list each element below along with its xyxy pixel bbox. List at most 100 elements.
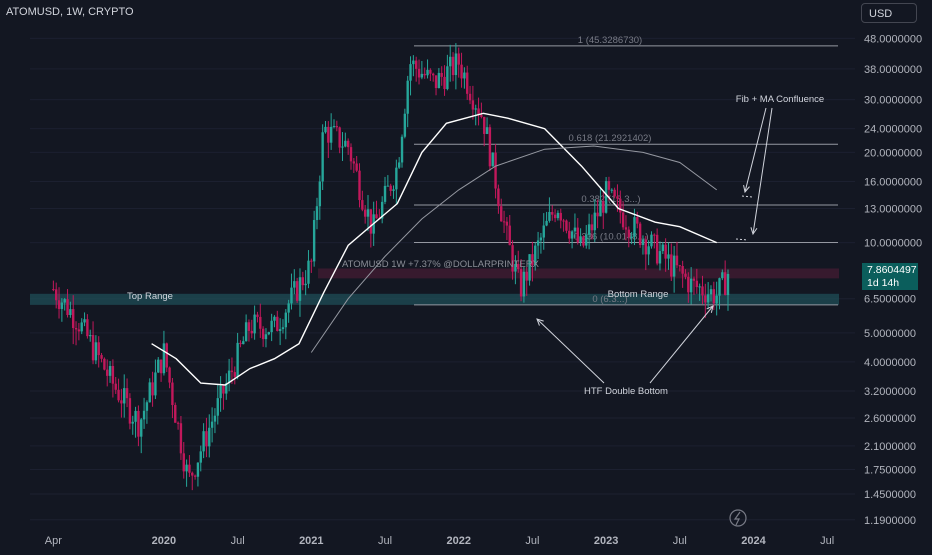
candle-body [375, 214, 378, 219]
candle-body [236, 342, 239, 377]
candle-body [619, 198, 622, 213]
candle-body [111, 366, 115, 384]
candle-body [570, 231, 574, 239]
candle-body [327, 126, 330, 143]
candle-body [638, 223, 642, 246]
candle-body [256, 314, 259, 317]
resistance-zone [318, 268, 839, 279]
candle-body [293, 281, 296, 288]
candle-body [704, 295, 707, 303]
candle-body [352, 161, 356, 164]
time-axis[interactable]: Apr 2020 Jul 2021 Jul 2022 Jul 2023 Jul 2024 Jul [45, 535, 834, 547]
x-tick-label: 2021 [299, 535, 323, 547]
annotations[interactable]: ATOMUSD 1W +7.37% @DOLLARPRINTERX Fib + M… [127, 94, 824, 397]
candle-body [369, 209, 373, 234]
candle-body [196, 462, 200, 477]
candle-body [106, 369, 109, 376]
range-zones [30, 268, 839, 305]
y-tick-label: 3.2000000 [864, 386, 916, 398]
candle-body [593, 212, 596, 231]
candle-body [585, 234, 588, 246]
candle-body [412, 60, 415, 65]
candle-body [698, 286, 701, 288]
candle-body [188, 464, 191, 473]
candle-body [449, 56, 452, 67]
candle-body [193, 475, 197, 477]
price-axis[interactable]: 48.0000000 38.0000000 30.0000000 24.0000000… [864, 33, 922, 526]
candle-body [315, 206, 319, 221]
candle-body [525, 271, 528, 281]
arrow-to-second-bottom [649, 305, 714, 384]
candle-body [426, 69, 429, 76]
candle-body [100, 355, 103, 359]
candle-body [539, 237, 543, 241]
candle-body [137, 410, 140, 437]
x-tick-label: 2022 [446, 535, 470, 547]
candle-body [94, 342, 98, 361]
replay-icon[interactable] [729, 509, 747, 527]
fast-moving-average [151, 112, 717, 386]
candle-body [72, 309, 75, 329]
candle-body [233, 372, 236, 377]
candle-body [687, 276, 690, 293]
candle-body [185, 464, 188, 472]
candle-body [414, 60, 418, 69]
arrow-to-slow-ma [744, 107, 767, 193]
candle-body [531, 254, 534, 266]
candle-body [701, 286, 704, 296]
y-tick-label: 24.0000000 [864, 124, 922, 136]
candle-body [174, 405, 177, 423]
candle-body [125, 388, 129, 399]
slow-moving-average [310, 145, 717, 353]
candle-body [103, 358, 106, 370]
candle-body [341, 146, 344, 148]
candle-body [480, 115, 483, 117]
candle-body [154, 372, 157, 396]
arrow-to-slow-ma-head [743, 185, 750, 194]
candle-body [142, 410, 146, 420]
candle-body [565, 220, 568, 231]
candle-body [534, 245, 537, 266]
candle-body [579, 236, 582, 243]
arrow-to-first-bottom [536, 318, 605, 384]
candle-body [57, 300, 61, 309]
candle-body [508, 225, 511, 246]
candle-body [301, 277, 305, 286]
candle-body [278, 329, 282, 332]
candle-body [253, 314, 256, 334]
candle-body [392, 189, 395, 191]
candle-body [168, 367, 171, 383]
candle-body [497, 188, 500, 207]
candle-body [89, 335, 92, 337]
candle-body [500, 206, 503, 222]
candle-body [604, 181, 608, 213]
candle-body [647, 246, 650, 255]
fib-level-label: 0.236 (10.0148...) [574, 231, 649, 242]
candle-body [386, 185, 390, 187]
candle-body [230, 370, 234, 373]
candle-body [641, 239, 645, 246]
candle-body [715, 295, 718, 304]
candle-body [460, 64, 463, 79]
candle-body [77, 329, 81, 332]
candle-body [692, 278, 696, 281]
candle-body [148, 382, 151, 403]
candle-body [259, 316, 262, 329]
candle-body [128, 398, 132, 424]
candle-body [202, 431, 205, 452]
candle-body [562, 220, 565, 222]
candle-body [60, 302, 64, 309]
candle-body [83, 319, 86, 323]
candle-body [91, 335, 95, 361]
candle-body [131, 421, 134, 424]
watermark-label: ATOMUSD 1W +7.37% @DOLLARPRINTERX [342, 259, 540, 270]
x-tick-label: Jul [231, 535, 245, 547]
x-tick-label: 2023 [594, 535, 618, 547]
candle-body [318, 181, 322, 207]
candle-body [295, 281, 299, 301]
candle-body [117, 389, 120, 401]
currency-button[interactable]: USD [861, 3, 917, 23]
candle-body [477, 108, 480, 116]
